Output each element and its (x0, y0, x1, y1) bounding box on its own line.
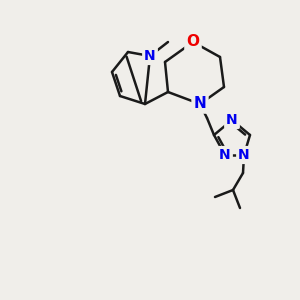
Text: N: N (194, 97, 206, 112)
Text: N: N (238, 148, 250, 162)
Text: N: N (144, 49, 156, 63)
Text: N: N (219, 148, 231, 162)
Text: O: O (187, 34, 200, 50)
Text: N: N (226, 113, 238, 127)
